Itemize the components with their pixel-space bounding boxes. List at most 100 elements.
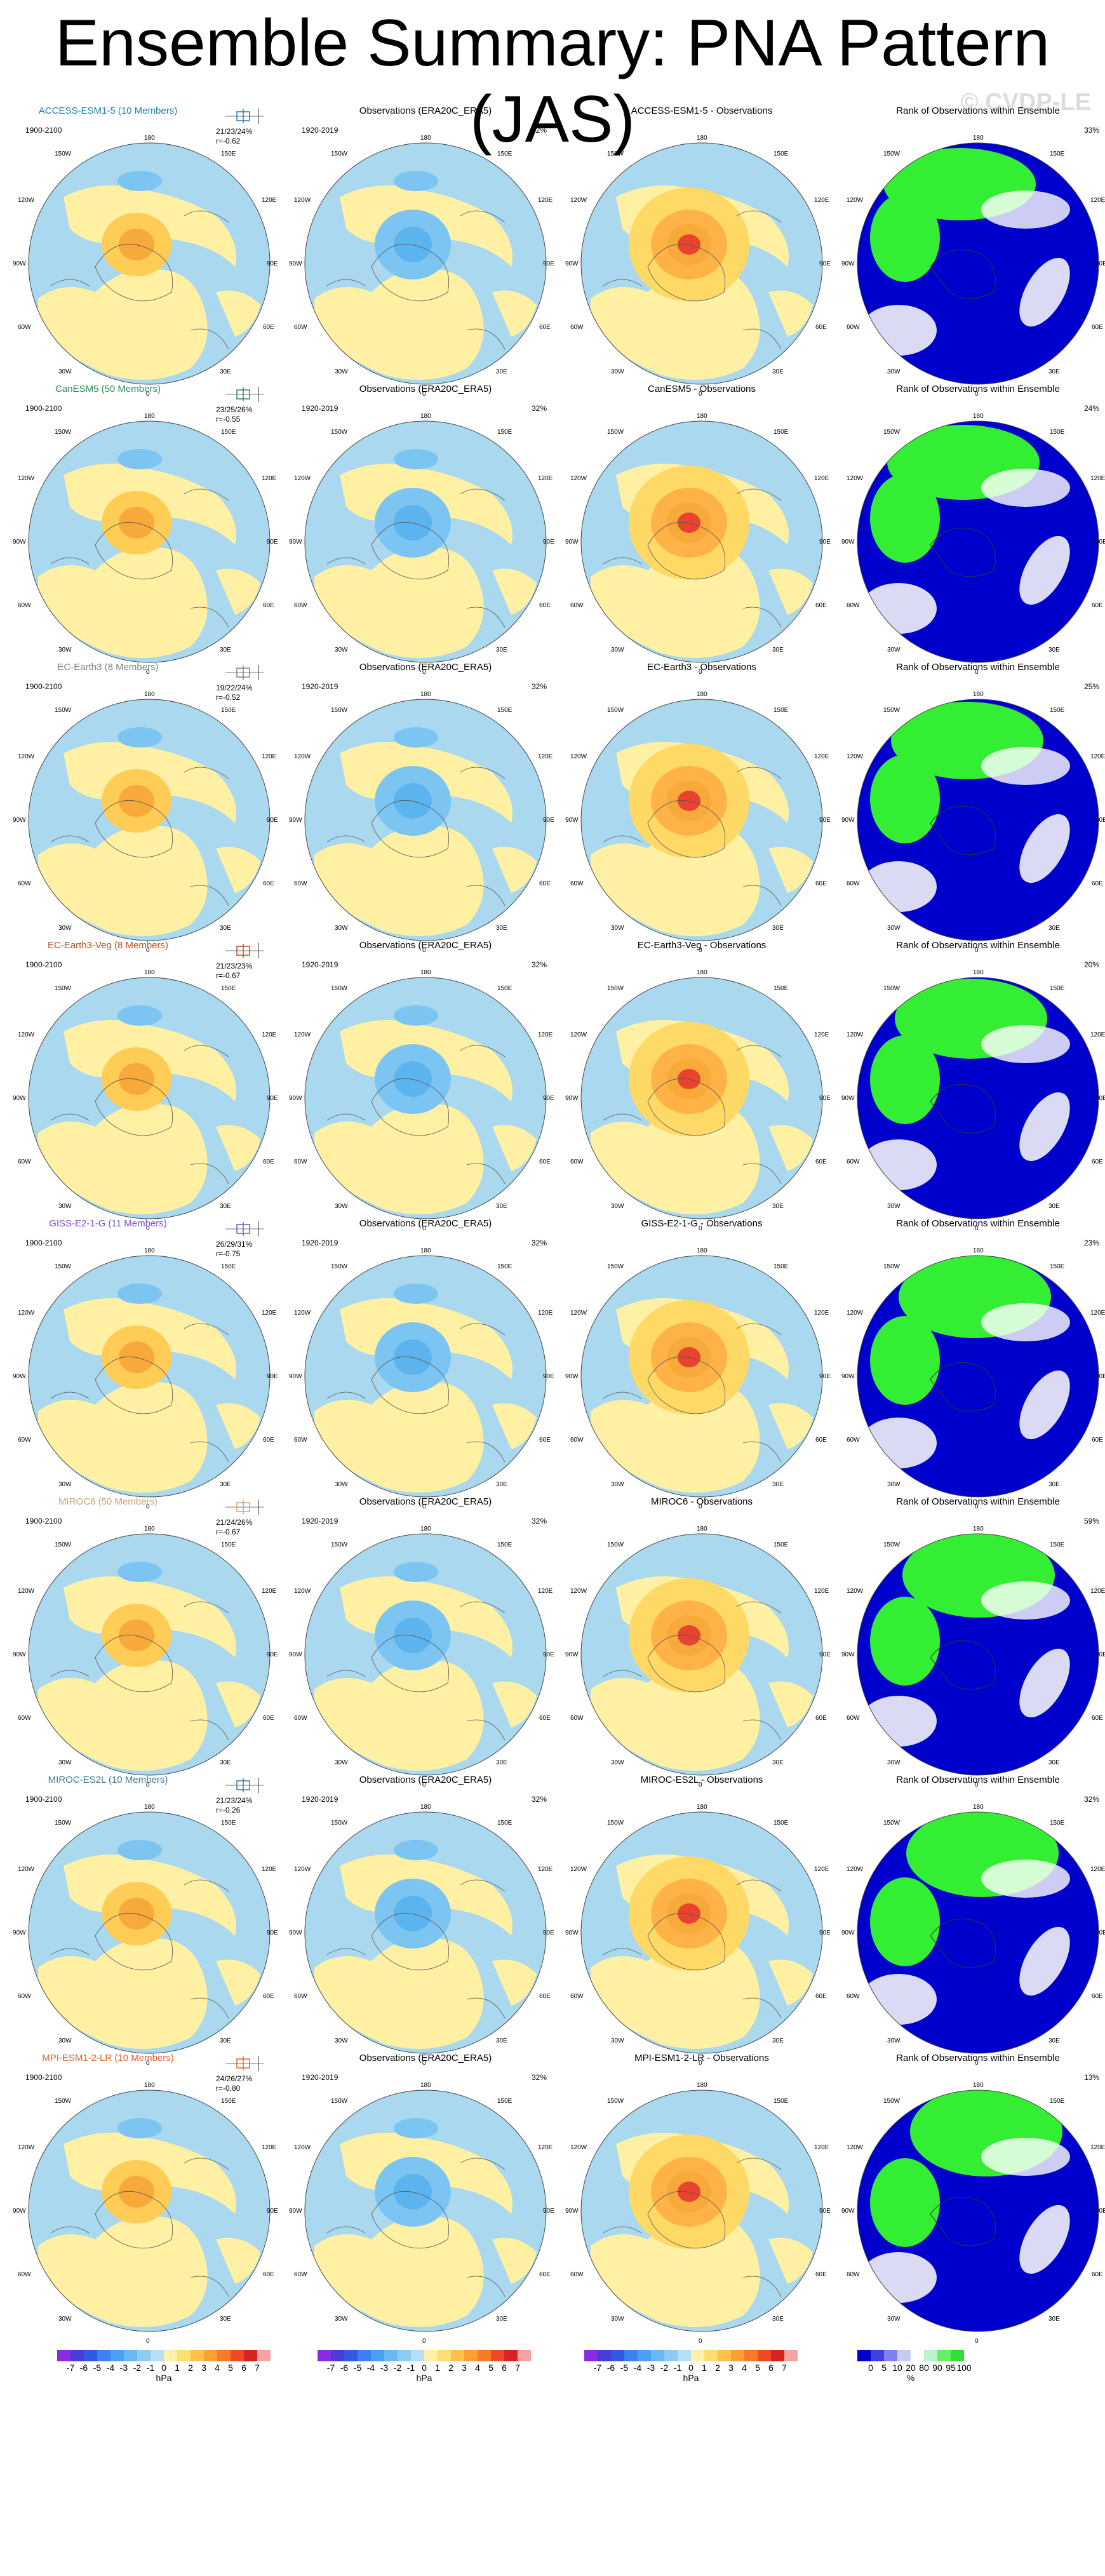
stats-percent: 21/23/23% bbox=[216, 962, 253, 970]
longitude-label: 30W bbox=[335, 647, 348, 654]
longitude-label: 180 bbox=[144, 1804, 155, 1811]
longitude-label: 60W bbox=[294, 880, 307, 887]
longitude-label: 30W bbox=[335, 1759, 348, 1766]
longitude-label: 150W bbox=[607, 1541, 624, 1548]
longitude-label: 150W bbox=[331, 985, 348, 992]
colorbar-ticks: 0 5 10 20 80 90 95 100 bbox=[857, 2363, 972, 2374]
longitude-label: 60W bbox=[570, 2271, 584, 2278]
longitude-label: 90W bbox=[841, 1651, 855, 1658]
longitude-label: 120E bbox=[1090, 753, 1105, 760]
longitude-label: 90W bbox=[13, 539, 26, 546]
stats-percent: 21/23/24% bbox=[216, 127, 253, 136]
observations-percent: 32% bbox=[531, 1238, 547, 1247]
rank-map bbox=[857, 977, 1099, 1219]
model-map bbox=[28, 1533, 271, 1776]
longitude-label: 180 bbox=[973, 413, 984, 420]
longitude-label: 60W bbox=[570, 880, 584, 887]
longitude-label: 120W bbox=[294, 1310, 311, 1317]
difference-title: MIROC6 - Observations bbox=[650, 1496, 753, 1507]
longitude-label: 60W bbox=[570, 1158, 584, 1165]
colorbar-swatch bbox=[411, 2350, 424, 2361]
longitude-label: 30E bbox=[220, 925, 231, 932]
longitude-label: 120W bbox=[847, 753, 864, 760]
colorbar-swatch bbox=[857, 2350, 871, 2361]
longitude-label: 180 bbox=[420, 135, 431, 142]
longitude-label: 150E bbox=[221, 985, 236, 992]
model-row: GISS-E2-1-G (11 Members) 1900-2100 26/29/3… bbox=[0, 1183, 1105, 1741]
longitude-label: 120W bbox=[570, 1031, 587, 1038]
model-row: MIROC6 (50 Members) 1900-2100 21/24/26% r=-… bbox=[0, 1461, 1105, 2020]
colorbar-swatch bbox=[598, 2350, 611, 2361]
longitude-label: 150W bbox=[55, 1541, 72, 1548]
diff-map bbox=[580, 1255, 823, 1498]
difference-title: ACCESS-ESM1-5 - Observations bbox=[631, 105, 773, 116]
observations-period: 1920-2019 bbox=[302, 1795, 338, 1804]
model-row: EC-Earth3-Veg (8 Members) 1900-2100 21/23/… bbox=[0, 904, 1105, 1463]
difference-panel: CanESM5 - Observations 180 0 150W 150E 120W 12… bbox=[565, 348, 838, 907]
longitude-label: 120W bbox=[18, 1031, 35, 1038]
longitude-label: 60E bbox=[539, 1437, 551, 1444]
longitude-label: 120E bbox=[538, 1588, 553, 1595]
longitude-label: 150W bbox=[331, 1820, 348, 1827]
longitude-label: 180 bbox=[697, 1247, 707, 1254]
difference-panel: MIROC6 - Observations 180 0 150W 150E 120W 120… bbox=[565, 1461, 838, 2020]
rank-map bbox=[857, 1255, 1099, 1498]
colorbar-tick-label: -6 bbox=[79, 2363, 88, 2373]
model-title: ACCESS-ESM1-5 (10 Members) bbox=[38, 105, 178, 116]
spread-whisker-icon bbox=[225, 943, 264, 958]
stats-correlation: r=-0.75 bbox=[216, 1249, 241, 1258]
longitude-label: 30W bbox=[887, 368, 901, 375]
model-period: 1900-2100 bbox=[25, 1517, 62, 1526]
longitude-label: 30E bbox=[772, 925, 784, 932]
longitude-label: 120W bbox=[570, 753, 587, 760]
longitude-label: 150E bbox=[1050, 1541, 1065, 1548]
model-period: 1900-2100 bbox=[25, 1795, 62, 1804]
colorbar-swatches bbox=[857, 2350, 964, 2361]
difference-panel: MIROC-ES2L - Observations 180 0 150W 150E 120… bbox=[565, 1739, 838, 2298]
longitude-label: 0 bbox=[699, 1503, 702, 1510]
colorbar-swatch bbox=[151, 2350, 164, 2361]
difference-panel: MPI-ESM1-2-LR - Observations 180 0 150W 150E… bbox=[565, 2017, 838, 2576]
longitude-label: 60E bbox=[1092, 2271, 1103, 2278]
difference-title: MIROC-ES2L - Observations bbox=[640, 1774, 763, 1785]
colorbar-tick-label: 1 bbox=[435, 2363, 440, 2373]
longitude-label: 150E bbox=[1050, 2098, 1065, 2105]
longitude-label: 30W bbox=[611, 925, 624, 932]
colorbar-swatches bbox=[57, 2350, 271, 2361]
stats-correlation: r=-0.26 bbox=[216, 1806, 241, 1815]
longitude-label: 60W bbox=[294, 1158, 307, 1165]
colorbar-difference: -7 -6 -5 -4 -3 -2 -1 0 1 2 3 4 5 6 7 hPa bbox=[584, 2350, 800, 2388]
rank-map bbox=[857, 420, 1099, 663]
longitude-label: 60E bbox=[1092, 324, 1103, 331]
difference-title: EC-Earth3 - Observations bbox=[647, 662, 756, 673]
longitude-label: 150W bbox=[883, 429, 901, 436]
colorbar-swatch bbox=[191, 2350, 204, 2361]
longitude-label: 30E bbox=[496, 368, 507, 375]
longitude-label: 30E bbox=[220, 2316, 231, 2323]
colorbar-tick-label: 5 bbox=[755, 2363, 760, 2373]
longitude-label: 120W bbox=[570, 2144, 587, 2151]
colorbar-tick-label: 4 bbox=[215, 2363, 220, 2373]
longitude-label: 90W bbox=[13, 1373, 26, 1380]
observations-title: Observations (ERA20C_ERA5) bbox=[359, 940, 492, 951]
spread-whisker-icon bbox=[225, 1778, 264, 1793]
observations-period: 1920-2019 bbox=[302, 126, 338, 135]
diff-map bbox=[580, 142, 823, 385]
longitude-label: 60E bbox=[539, 1715, 551, 1722]
longitude-label: 120E bbox=[538, 197, 553, 204]
obs-map bbox=[304, 1533, 547, 1776]
longitude-label: 30W bbox=[335, 1481, 348, 1488]
stats-correlation: r=-0.67 bbox=[216, 1527, 241, 1536]
longitude-label: 0 bbox=[699, 391, 702, 398]
longitude-label: 120E bbox=[814, 1588, 829, 1595]
model-stats: 21/24/26% r=-0.67 bbox=[216, 1518, 252, 1537]
model-stats: 26/29/31% r=-0.75 bbox=[216, 1240, 252, 1259]
model-row: EC-Earth3 (8 Members) 1900-2100 19/22/24% r… bbox=[0, 626, 1105, 1185]
observations-title: Observations (ERA20C_ERA5) bbox=[359, 2053, 492, 2063]
longitude-label: 120W bbox=[570, 475, 587, 482]
longitude-label: 120W bbox=[294, 1866, 311, 1873]
longitude-label: 30E bbox=[772, 368, 784, 375]
longitude-label: 30W bbox=[58, 368, 72, 375]
stats-percent: 19/22/24% bbox=[216, 683, 253, 692]
model-title: MIROC6 (50 Members) bbox=[58, 1496, 157, 1507]
